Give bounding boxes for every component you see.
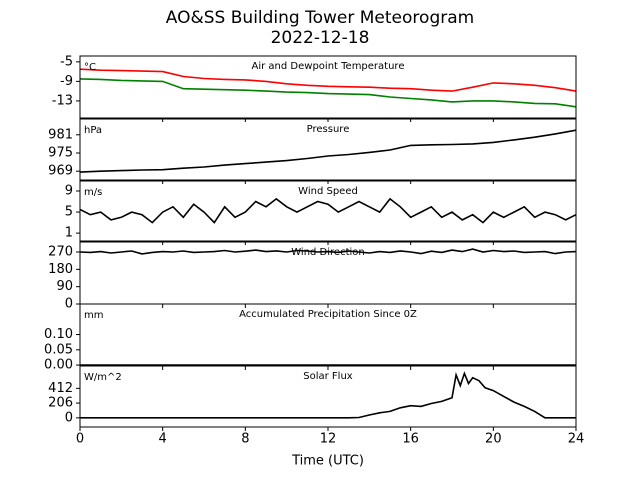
y-tick-label: 1 xyxy=(65,226,73,241)
title: AO&SS Building Tower Meteorogram xyxy=(166,8,474,28)
y-tick-label: 90 xyxy=(56,279,73,294)
unit-label: °C xyxy=(84,62,96,73)
y-tick-label: -5 xyxy=(60,54,73,69)
x-axis-label: Time (UTC) xyxy=(291,454,364,469)
y-tick-label: 270 xyxy=(48,245,73,260)
y-tick-label: -9 xyxy=(60,74,73,89)
panel-title: Accumulated Precipitation Since 0Z xyxy=(239,309,417,320)
y-tick-label: 0.10 xyxy=(44,327,73,342)
data-line xyxy=(79,248,577,255)
y-tick-label: 9 xyxy=(65,184,73,199)
y-tick-label: 180 xyxy=(48,262,73,277)
x-tick-label: 8 xyxy=(241,432,249,447)
y-tick-label: 5 xyxy=(65,205,73,220)
x-tick-label: 12 xyxy=(320,432,337,447)
x-tick-label: 0 xyxy=(76,432,84,447)
panel-title: Air and Dewpoint Temperature xyxy=(252,61,405,72)
data-line xyxy=(79,68,577,92)
panel-title: Solar Flux xyxy=(303,371,353,382)
data-line xyxy=(79,129,577,173)
x-tick-label: 16 xyxy=(402,432,419,447)
unit-label: W/m^2 xyxy=(84,372,122,383)
y-tick-label: 412 xyxy=(48,381,73,396)
y-tick-label: 969 xyxy=(48,164,73,179)
panel-title: Wind Speed xyxy=(298,186,358,197)
x-tick-label: 20 xyxy=(485,432,502,447)
y-tick-label: 0 xyxy=(65,297,73,312)
data-line xyxy=(79,78,577,108)
y-tick-label: 0.05 xyxy=(44,342,73,357)
y-tick-label: 0 xyxy=(65,410,73,425)
y-tick-label: 0.00 xyxy=(44,358,73,373)
unit-label: m/s xyxy=(84,187,102,198)
x-tick-label: 24 xyxy=(568,432,585,447)
panel-title: Wind Direction xyxy=(291,247,365,258)
x-tick-label: 4 xyxy=(159,432,167,447)
y-tick-label: 981 xyxy=(48,127,73,142)
y-tick-label: 975 xyxy=(48,145,73,160)
unit-label: mm xyxy=(84,310,103,321)
y-tick-label: 206 xyxy=(48,396,73,411)
unit-label: hPa xyxy=(84,125,102,136)
panel-title: Pressure xyxy=(307,124,350,135)
data-line xyxy=(80,371,576,419)
subtitle: 2022-12-18 xyxy=(271,28,370,48)
y-tick-label: -13 xyxy=(52,93,73,108)
data-line xyxy=(79,197,577,224)
